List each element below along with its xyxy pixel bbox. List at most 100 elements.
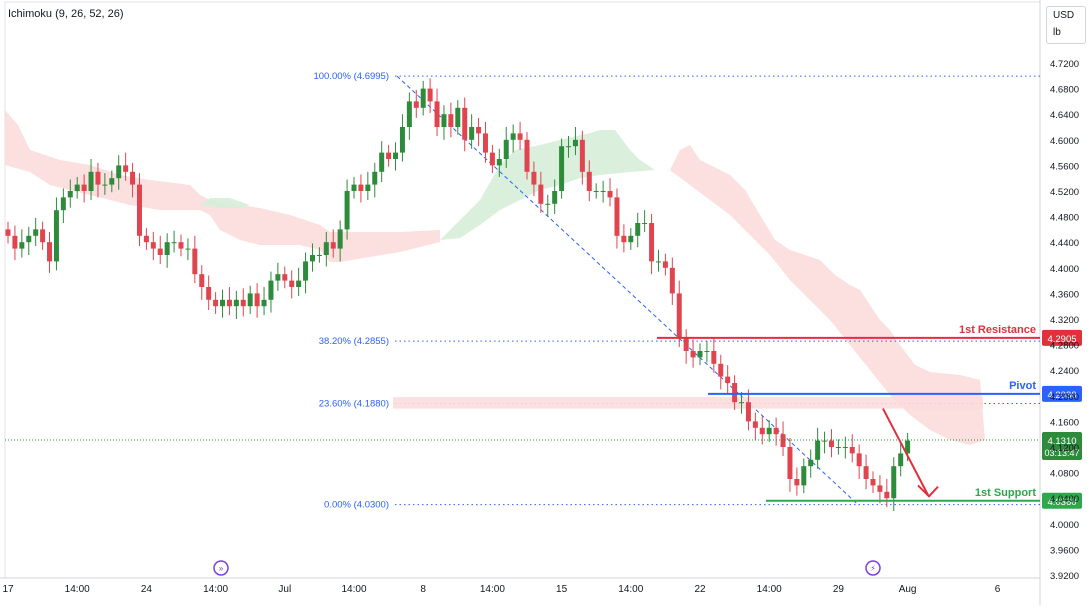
candle-body bbox=[835, 447, 841, 448]
candle bbox=[136, 173, 142, 247]
candle-body bbox=[655, 261, 661, 263]
candle bbox=[185, 238, 191, 261]
candle-body bbox=[739, 402, 745, 404]
candle-body bbox=[676, 293, 682, 339]
candle bbox=[766, 420, 772, 442]
indicator-legend[interactable]: Ichimoku (9, 26, 52, 26) bbox=[8, 8, 124, 20]
support-price-tag[interactable] bbox=[1042, 492, 1082, 509]
fib-level-label[interactable]: 100.00% (4.6995) bbox=[313, 71, 389, 82]
fibonacci-retracement[interactable]: 100.00% (4.6995) 38.20% (4.2855) 23.60% (4… bbox=[313, 71, 1040, 511]
candle-body bbox=[247, 293, 253, 307]
candle bbox=[130, 162, 136, 198]
fib-level-label[interactable]: 23.60% (4.1880) bbox=[319, 398, 389, 409]
fib-level-label[interactable]: 38.20% (4.2855) bbox=[319, 336, 389, 347]
candle bbox=[822, 431, 828, 454]
candle-body bbox=[95, 171, 101, 185]
candle-body bbox=[413, 101, 419, 108]
candle bbox=[745, 389, 751, 431]
candle-body bbox=[372, 171, 378, 185]
candle-body bbox=[123, 165, 129, 172]
time-tick-label: 15 bbox=[556, 584, 568, 595]
time-tick-label: 14:00 bbox=[203, 584, 228, 595]
candle-body bbox=[323, 242, 329, 255]
candle bbox=[150, 231, 156, 261]
candle bbox=[517, 121, 523, 151]
candle bbox=[683, 329, 689, 364]
price-tick-label: 4.4000 bbox=[1050, 264, 1079, 275]
candle-body bbox=[559, 146, 565, 191]
candle bbox=[510, 124, 516, 153]
price-axis[interactable]: 4.7200 4.6800 4.6400 4.6000 4.5600 4.5200 4.48… bbox=[1050, 59, 1079, 582]
resistance-label: 1st Resistance bbox=[959, 324, 1036, 336]
key-levels[interactable]: 1st Resistance 4.2905 Pivot 4.2030 1st Suppo… bbox=[5, 324, 1082, 509]
candle bbox=[413, 89, 419, 119]
resistance-price-tag[interactable] bbox=[1042, 329, 1082, 346]
lightning-icon[interactable] bbox=[865, 560, 881, 576]
support-price-text: 4.0360 bbox=[1047, 497, 1076, 508]
candle-body bbox=[718, 363, 724, 377]
candle bbox=[171, 230, 177, 253]
time-tick-label: 14:00 bbox=[618, 584, 643, 595]
candle bbox=[67, 179, 73, 208]
currency-unit-selector[interactable]: USD lb bbox=[1046, 6, 1086, 44]
candle-body bbox=[489, 152, 495, 166]
time-tick-label: Jul bbox=[278, 584, 291, 595]
time-tick-label: 14:00 bbox=[65, 584, 90, 595]
candle bbox=[732, 375, 738, 410]
candle bbox=[739, 391, 745, 414]
candle-body bbox=[600, 191, 606, 192]
candle bbox=[870, 471, 876, 494]
price-tick-label: 4.5200 bbox=[1050, 187, 1079, 198]
candle-body bbox=[856, 453, 862, 467]
fib-level-label[interactable]: 0.00% (4.0300) bbox=[324, 500, 389, 511]
candle-body bbox=[732, 383, 738, 403]
price-tick-label: 4.4400 bbox=[1050, 238, 1079, 249]
candle bbox=[586, 160, 592, 202]
candle bbox=[88, 159, 94, 200]
candle-body bbox=[808, 459, 814, 467]
candle-body bbox=[213, 299, 219, 307]
candle bbox=[780, 421, 786, 456]
time-axis[interactable]: 17 14:00 24 14:00 Jul 14:00 8 14:00 15 14:00 22 14:… bbox=[2, 560, 1001, 595]
candle-body bbox=[74, 184, 80, 191]
candle-body bbox=[220, 299, 226, 307]
candle-body bbox=[136, 184, 142, 236]
candle-body bbox=[628, 235, 634, 243]
candle bbox=[815, 427, 821, 469]
pivot-price-tag[interactable] bbox=[1042, 385, 1082, 402]
candle bbox=[399, 114, 405, 162]
candle-body bbox=[358, 184, 364, 191]
price-tick-label: 3.9200 bbox=[1050, 571, 1079, 582]
candle bbox=[226, 287, 232, 316]
candle bbox=[711, 338, 717, 373]
candle-body bbox=[88, 171, 94, 191]
candle-body bbox=[261, 299, 267, 307]
current-price-tag[interactable] bbox=[1042, 431, 1082, 460]
candle bbox=[697, 343, 703, 366]
candle bbox=[53, 197, 59, 271]
candle-body bbox=[399, 127, 405, 153]
candle bbox=[261, 287, 267, 316]
candle bbox=[773, 417, 779, 446]
candle bbox=[233, 290, 239, 319]
candle-body bbox=[330, 242, 336, 249]
candle-body bbox=[455, 107, 461, 127]
candle bbox=[316, 247, 322, 263]
candle bbox=[157, 235, 163, 264]
candle-body bbox=[745, 402, 751, 422]
candle bbox=[469, 114, 475, 149]
candle-body bbox=[524, 139, 530, 172]
candle bbox=[81, 174, 87, 203]
candle bbox=[323, 231, 329, 267]
session-marker-icon[interactable] bbox=[213, 560, 229, 576]
candle-body bbox=[503, 139, 509, 159]
candle-body bbox=[884, 491, 890, 499]
candle bbox=[718, 354, 724, 390]
time-tick-label: 6 bbox=[995, 584, 1001, 595]
candle-body bbox=[344, 191, 350, 230]
candle bbox=[95, 162, 101, 198]
candle-body bbox=[683, 338, 689, 351]
candle-body bbox=[393, 152, 399, 159]
